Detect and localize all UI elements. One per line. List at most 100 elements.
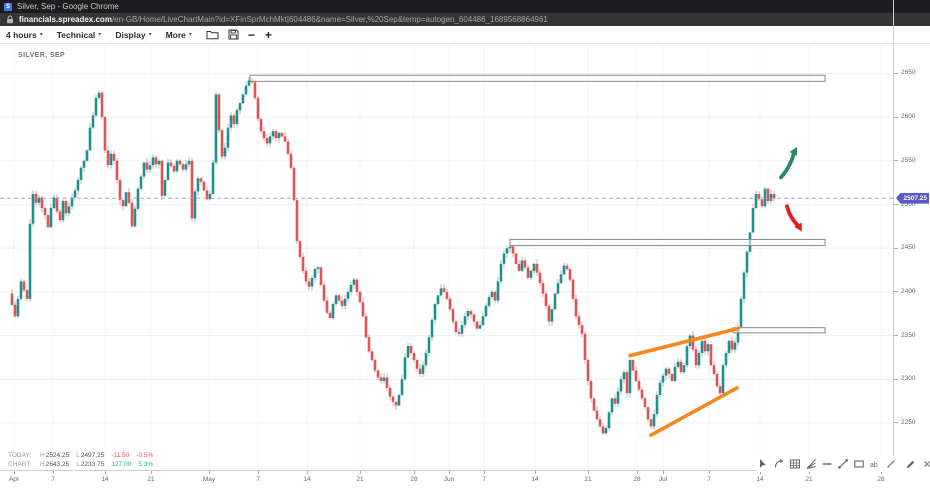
horizontal-line-tool-icon[interactable] xyxy=(821,458,833,470)
time-tick-label: 21 xyxy=(147,476,155,483)
candle-body xyxy=(253,82,257,98)
candle-body xyxy=(769,194,773,202)
candle-body xyxy=(376,370,380,378)
candle-body xyxy=(643,398,647,408)
last-price-badge: 2507.25 xyxy=(896,192,929,204)
time-tick-label: Jun xyxy=(443,476,455,483)
time-tick xyxy=(484,471,485,474)
candle-body xyxy=(517,263,521,271)
chevron-down-icon: ▾ xyxy=(39,32,43,38)
time-tick xyxy=(709,471,710,474)
trendline-tool-icon[interactable] xyxy=(837,458,849,470)
candle-body xyxy=(658,382,662,395)
candle-body xyxy=(535,263,539,273)
candle-body xyxy=(58,211,62,221)
candle-body xyxy=(100,92,104,118)
rectangle-tool-icon[interactable] xyxy=(853,458,865,470)
candle-body xyxy=(391,396,395,402)
close-tool-icon[interactable] xyxy=(921,458,930,470)
price-tick-label: 2600 xyxy=(901,113,916,121)
resistance-zone-upper[interactable] xyxy=(249,74,826,82)
candle-body xyxy=(127,192,131,203)
candle-body xyxy=(169,162,173,167)
candle-body xyxy=(112,153,116,161)
pencil-tool-icon[interactable] xyxy=(905,458,917,470)
technical-menu[interactable]: Technical ▾ xyxy=(56,29,102,40)
candle-body xyxy=(520,260,524,271)
candle-body xyxy=(442,288,446,292)
bullish-arrow[interactable] xyxy=(779,150,797,180)
candle-body xyxy=(139,176,143,189)
price-axis[interactable]: 2650 2600 2550 2500 2450 2400 2350 2300 2250 xyxy=(893,0,930,470)
time-tick xyxy=(588,471,589,474)
candle-body xyxy=(571,279,575,299)
candle-body xyxy=(622,372,626,380)
candle-body xyxy=(145,162,149,170)
text-tool-icon[interactable]: ab xyxy=(869,458,881,470)
candle-body xyxy=(559,274,563,284)
time-tick-label: 21 xyxy=(805,476,813,483)
zoom-out-button[interactable]: − xyxy=(247,27,255,42)
candle-body xyxy=(208,194,212,200)
candle-body xyxy=(43,207,47,215)
candle-body xyxy=(268,136,272,144)
chart-symbol-label: SILVER, SEP xyxy=(18,52,66,59)
candle-body xyxy=(739,298,743,327)
candle-body xyxy=(763,188,767,207)
candle-body xyxy=(547,305,551,322)
candle-body xyxy=(349,284,353,292)
time-tick xyxy=(53,471,54,474)
candle-body xyxy=(370,351,374,360)
candle-body xyxy=(205,190,209,200)
cursor-tool-icon[interactable] xyxy=(757,458,769,470)
more-menu[interactable]: More ▾ xyxy=(165,29,192,40)
candle-body xyxy=(403,357,407,380)
grid-tool-icon[interactable] xyxy=(789,458,801,470)
trend-fan-tool-icon[interactable] xyxy=(805,458,817,470)
resistance-zone-mid[interactable] xyxy=(509,238,826,247)
candle-body xyxy=(388,387,392,397)
window-title: Silver, Sep - Google Chrome xyxy=(17,2,119,11)
candle-body xyxy=(613,398,617,404)
channel-upper-trendline[interactable] xyxy=(628,326,740,358)
candle-body xyxy=(574,298,578,317)
channel-lower-trendline[interactable] xyxy=(649,386,739,437)
interval-menu[interactable]: 4 hours ▾ xyxy=(6,29,43,40)
candle-body xyxy=(487,297,491,306)
support-zone-breakout[interactable] xyxy=(732,327,826,334)
candle-body xyxy=(265,138,269,144)
candle-body xyxy=(433,304,437,320)
drawing-toolbar: ab xyxy=(757,456,930,472)
price-tick xyxy=(894,291,898,293)
candle-body xyxy=(217,94,221,131)
bearish-arrow[interactable] xyxy=(785,204,801,229)
time-tick-label: 7 xyxy=(256,476,260,483)
candle-body xyxy=(124,192,128,207)
save-icon[interactable] xyxy=(228,29,239,40)
candle-body xyxy=(562,265,566,275)
candle-body xyxy=(721,365,725,394)
candle-body xyxy=(28,223,32,299)
candle-body xyxy=(328,312,332,319)
display-menu[interactable]: Display ▾ xyxy=(115,29,152,40)
candle-body xyxy=(340,300,344,306)
address-bar[interactable]: financials.spreadex.com/en-GB/Home/LiveC… xyxy=(0,13,930,26)
candle-body xyxy=(49,207,53,228)
time-axis[interactable]: Apr 7 14 21 May 7 14 21 28 Jun 7 14 21 28 Jul 7 14 21 28 xyxy=(0,470,893,488)
time-tick xyxy=(881,471,882,474)
open-folder-icon[interactable] xyxy=(206,29,219,40)
candle-body xyxy=(649,419,653,427)
ray-tool-icon[interactable] xyxy=(885,458,897,470)
callout-arrow-tool-icon[interactable] xyxy=(773,458,785,470)
zoom-in-button[interactable]: + xyxy=(264,27,272,42)
candle-body xyxy=(742,272,746,299)
chart-canvas[interactable] xyxy=(0,0,894,470)
time-tick-label: Jul xyxy=(658,476,668,483)
candle-body xyxy=(286,141,290,154)
candle-body xyxy=(355,279,359,292)
site-favicon-icon: S xyxy=(4,2,12,11)
candle-body xyxy=(31,194,35,224)
price-tick xyxy=(894,335,898,337)
candle-body xyxy=(61,201,65,221)
candle-body xyxy=(178,160,182,165)
